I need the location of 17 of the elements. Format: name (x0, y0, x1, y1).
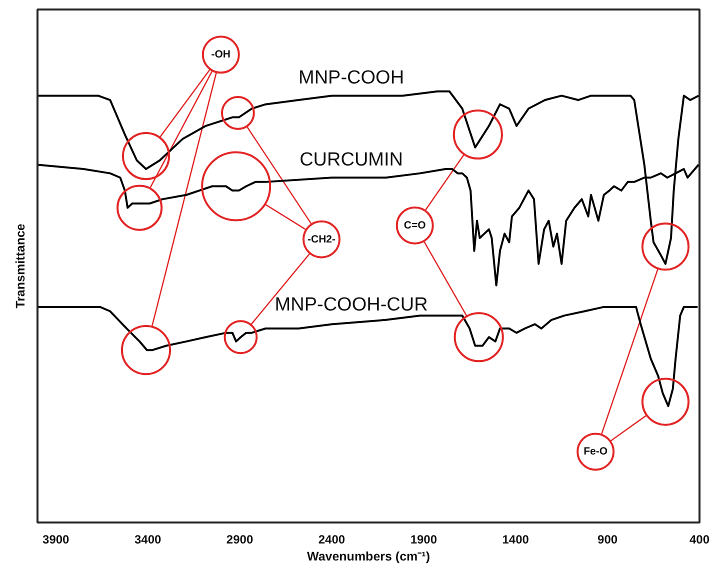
x-tick-label: 1400 (502, 532, 530, 546)
x-tick-label: 400 (689, 532, 710, 546)
y-axis-title: Transmittance (14, 224, 28, 308)
x-tick-label: 3400 (134, 532, 162, 546)
text: -OH (211, 48, 230, 61)
series-label: MNP-COOH-CUR (274, 294, 428, 316)
annotation: Fe-O (584, 446, 608, 458)
series-label: CURCUMIN (300, 150, 404, 171)
x-tick-label: 2900 (226, 532, 254, 546)
annotation: -CH2- (308, 233, 336, 246)
x-tick-label: 2400 (318, 532, 346, 546)
x-tick-label: 3900 (42, 532, 70, 546)
x-tick-label: 900 (598, 532, 618, 546)
x-tick-label: 1900 (410, 532, 438, 546)
series-label: MNP-COOH (298, 68, 404, 89)
annotation: C=O (404, 219, 426, 232)
x-axis-title: Wavenumbers (cm⁻¹) (306, 550, 430, 564)
